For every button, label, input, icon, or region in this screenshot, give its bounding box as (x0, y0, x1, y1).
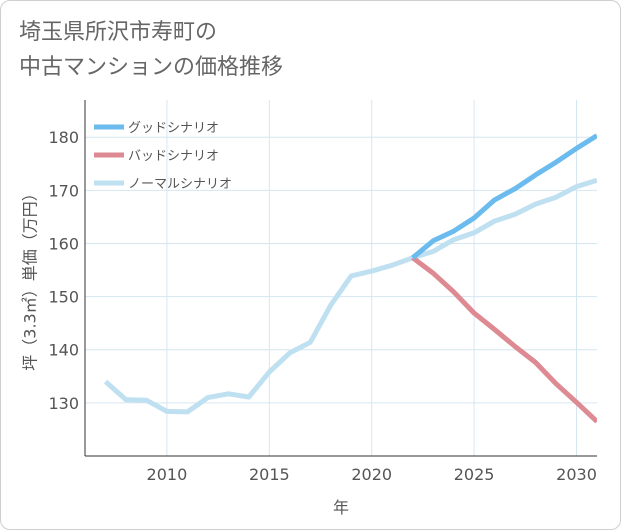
chart-title-line-1: 埼玉県所沢市寿町の (19, 20, 218, 45)
x-tick-label: 2030 (556, 465, 597, 484)
y-tick-label: 170 (48, 181, 79, 200)
legend-label-1: バッドシナリオ (128, 149, 219, 164)
y-tick-label: 160 (48, 234, 79, 253)
series-line-1 (411, 255, 597, 424)
grid (85, 100, 597, 456)
legend-label-2: ノーマルシナリオ (128, 177, 232, 192)
x-tick-label: 2025 (454, 465, 495, 484)
tick-labels: 130 140 150 160 170 180 2010 2015 2020 2025 2030 (48, 128, 596, 484)
series-line-0 (411, 133, 597, 260)
y-tick-label: 140 (48, 341, 79, 360)
y-axis-label: 坪（3.3㎡）単価（万円） (21, 185, 40, 370)
x-tick-label: 2010 (147, 465, 188, 484)
series-lines (103, 133, 597, 424)
series-line-2 (103, 177, 597, 415)
chart-title: 埼玉県所沢市寿町の 中古マンションの価格推移 (19, 15, 283, 85)
y-tick-label: 130 (48, 394, 79, 413)
y-tick-label: 150 (48, 288, 79, 307)
x-tick-label: 2015 (249, 465, 290, 484)
axes (84, 100, 597, 457)
legend-label-0: グッドシナリオ (128, 121, 219, 136)
x-axis-label: 年 (333, 498, 349, 517)
y-tick-label: 180 (48, 128, 79, 147)
chart-title-line-2: 中古マンションの価格推移 (19, 55, 284, 80)
x-tick-label: 2020 (351, 465, 392, 484)
